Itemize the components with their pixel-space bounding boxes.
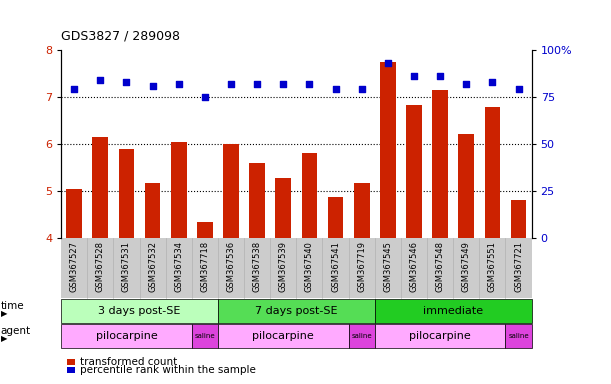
Bar <box>458 134 474 384</box>
Text: GDS3827 / 289098: GDS3827 / 289098 <box>61 29 180 42</box>
Text: agent: agent <box>1 326 31 336</box>
Point <box>488 79 497 85</box>
Point <box>122 79 131 85</box>
Text: saline: saline <box>194 333 215 339</box>
Point <box>69 86 79 93</box>
Bar <box>276 178 291 384</box>
Point <box>435 73 445 79</box>
Point <box>226 81 236 87</box>
Point <box>95 77 105 83</box>
Bar <box>67 189 82 384</box>
Bar <box>145 182 161 384</box>
Bar <box>485 107 500 384</box>
Text: transformed count: transformed count <box>80 357 177 367</box>
Bar <box>119 149 134 384</box>
Bar <box>92 137 108 384</box>
Text: ▶: ▶ <box>1 334 7 343</box>
Text: saline: saline <box>351 333 372 339</box>
Point <box>409 73 419 79</box>
Bar <box>327 197 343 384</box>
Point <box>331 86 340 93</box>
Point <box>200 94 210 100</box>
Point <box>174 81 184 87</box>
Text: pilocarpine: pilocarpine <box>252 331 314 341</box>
Point <box>304 81 314 87</box>
Point <box>514 86 524 93</box>
Text: immediate: immediate <box>423 306 483 316</box>
Point <box>279 81 288 87</box>
Point <box>148 83 158 89</box>
Bar <box>197 222 213 384</box>
Text: pilocarpine: pilocarpine <box>409 331 471 341</box>
Bar <box>249 163 265 384</box>
Text: saline: saline <box>508 333 529 339</box>
Text: percentile rank within the sample: percentile rank within the sample <box>80 365 256 375</box>
Bar <box>302 154 317 384</box>
Point <box>252 81 262 87</box>
Bar <box>380 62 396 384</box>
Text: 3 days post-SE: 3 days post-SE <box>98 306 181 316</box>
Point <box>461 81 471 87</box>
Point <box>383 60 393 66</box>
Bar <box>406 105 422 384</box>
Text: time: time <box>1 301 24 311</box>
Point <box>357 86 367 93</box>
Bar <box>171 142 186 384</box>
Bar <box>354 182 370 384</box>
Bar <box>223 144 239 384</box>
Text: ▶: ▶ <box>1 309 7 318</box>
Text: pilocarpine: pilocarpine <box>95 331 157 341</box>
Bar <box>432 90 448 384</box>
Text: 7 days post-SE: 7 days post-SE <box>255 306 338 316</box>
Bar <box>511 200 526 384</box>
